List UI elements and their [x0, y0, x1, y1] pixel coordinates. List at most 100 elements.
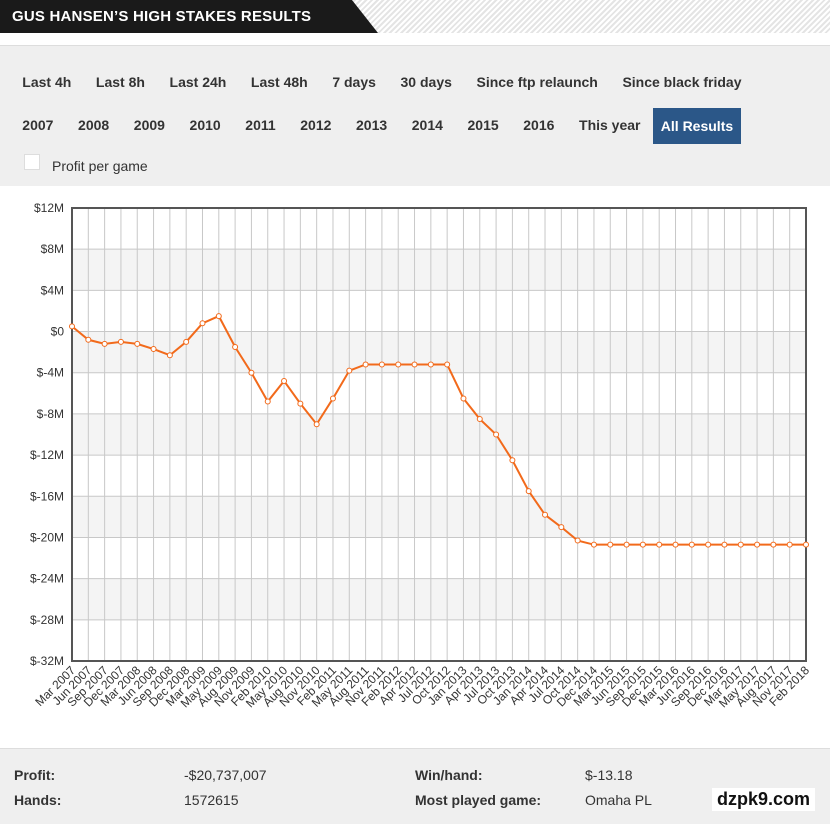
- data-point: [721, 541, 728, 548]
- data-point: [639, 541, 646, 548]
- y-tick-label: $8M: [41, 242, 64, 256]
- tab[interactable]: Last 48h: [250, 74, 308, 90]
- data-point: [558, 524, 565, 531]
- data-point: [264, 398, 271, 405]
- tab[interactable]: 2010: [189, 117, 221, 133]
- data-point: [199, 320, 206, 327]
- data-point: [590, 541, 597, 548]
- y-tick-label: $-16M: [30, 489, 64, 503]
- tab-row: Last 4h Last 8h Last 24h Last 48h 7 days 30 d…: [10, 65, 754, 99]
- plot-band: [72, 578, 806, 620]
- stats-panel: Profit: -$20,737,007 Hands: 1572615 Win/hand…: [0, 748, 830, 824]
- y-tick-label: $-20M: [30, 530, 64, 544]
- y-tick-label: $-12M: [30, 448, 64, 462]
- data-point: [460, 395, 467, 402]
- y-tick-label: $-8M: [37, 407, 64, 421]
- data-point: [754, 541, 761, 548]
- data-point: [427, 361, 434, 368]
- data-point: [444, 361, 451, 368]
- tab[interactable]: 2014: [411, 117, 443, 133]
- data-point: [346, 367, 353, 374]
- data-point: [281, 377, 288, 384]
- data-point: [69, 323, 75, 330]
- tab[interactable]: 7 days: [332, 74, 376, 90]
- y-tick-label: $-28M: [30, 613, 64, 627]
- tab[interactable]: Last 8h: [95, 74, 145, 90]
- data-point: [705, 541, 712, 548]
- stat-label: Win/hand:: [415, 767, 483, 783]
- data-line: [71, 314, 806, 546]
- chart: $12M $8M $4M $0 $-4M $-8M $-12M $-16M $-20M $-24M…: [30, 201, 812, 710]
- data-point: [623, 541, 630, 548]
- plot-border: [71, 207, 807, 662]
- watermark: dzpk9.com: [712, 788, 816, 811]
- data-point: [672, 541, 679, 548]
- stat-value: 1572615: [184, 792, 239, 808]
- header-title: GUS HANSEN’S HIGH STAKES RESULTS: [12, 8, 312, 25]
- stat-label: Profit:: [14, 767, 56, 783]
- data-point: [525, 488, 532, 495]
- data-point: [395, 361, 402, 368]
- plot-band: [72, 331, 806, 373]
- data-point: [248, 369, 255, 376]
- tab[interactable]: Since ftp relaunch: [476, 74, 598, 90]
- tab[interactable]: This year: [579, 117, 641, 133]
- tab[interactable]: 2008: [78, 117, 110, 133]
- tab[interactable]: 2016: [523, 117, 555, 133]
- data-point: [215, 313, 222, 320]
- y-tick-label: $-4M: [37, 366, 64, 380]
- data-point: [574, 537, 581, 544]
- data-point: [101, 340, 108, 347]
- data-point: [656, 541, 663, 548]
- plot-band: [72, 496, 806, 538]
- data-point: [313, 421, 320, 428]
- tab[interactable]: 30 days: [400, 74, 452, 90]
- tab-panel: Last 4h Last 8h Last 24h Last 48h 7 days 30 d…: [0, 45, 830, 186]
- data-point: [150, 346, 157, 353]
- tab[interactable]: 2012: [300, 117, 332, 133]
- stat-value: $-13.18: [585, 767, 633, 783]
- data-point: [411, 361, 418, 368]
- tab[interactable]: 2007: [22, 117, 54, 133]
- tab[interactable]: 2015: [467, 117, 499, 133]
- data-point: [232, 343, 239, 350]
- data-point: [297, 400, 304, 407]
- header: GUS HANSEN’S HIGH STAKES RESULTS: [0, 0, 830, 33]
- y-tick-label: $-32M: [30, 654, 64, 668]
- tab[interactable]: 2009: [133, 117, 165, 133]
- tab[interactable]: All Results: [652, 108, 742, 144]
- data-point: [493, 431, 500, 438]
- checkbox[interactable]: [24, 154, 40, 170]
- data-point: [117, 338, 124, 345]
- tab[interactable]: 2013: [356, 117, 388, 133]
- y-tick-label: $4M: [41, 283, 64, 297]
- data-point: [786, 541, 793, 548]
- tab[interactable]: Last 4h: [22, 74, 72, 90]
- tab[interactable]: Since black friday: [622, 74, 742, 90]
- data-point: [688, 541, 695, 548]
- stat-value: -$20,737,007: [184, 767, 267, 783]
- data-point: [134, 340, 141, 347]
- tab[interactable]: Last 24h: [169, 74, 227, 90]
- plot-band: [72, 249, 806, 291]
- data-point: [542, 511, 549, 518]
- checkbox-label[interactable]: Profit per game: [52, 158, 148, 174]
- tab[interactable]: 2011: [245, 117, 276, 133]
- data-point: [378, 361, 385, 368]
- stat-label: Most played game:: [415, 792, 542, 808]
- y-tick-label: $-24M: [30, 572, 64, 586]
- plot-band: [72, 413, 806, 456]
- data-point: [183, 338, 190, 345]
- y-tick-label: $0: [51, 325, 65, 339]
- data-point: [607, 541, 614, 548]
- data-point: [329, 395, 336, 402]
- header-bar: [0, 0, 378, 33]
- stat-value: Omaha PL: [585, 792, 652, 808]
- data-point: [85, 336, 92, 343]
- data-point: [166, 352, 173, 359]
- data-point: [737, 541, 744, 548]
- data-point: [770, 541, 777, 548]
- y-tick-label: $12M: [34, 201, 64, 215]
- data-point: [362, 361, 369, 368]
